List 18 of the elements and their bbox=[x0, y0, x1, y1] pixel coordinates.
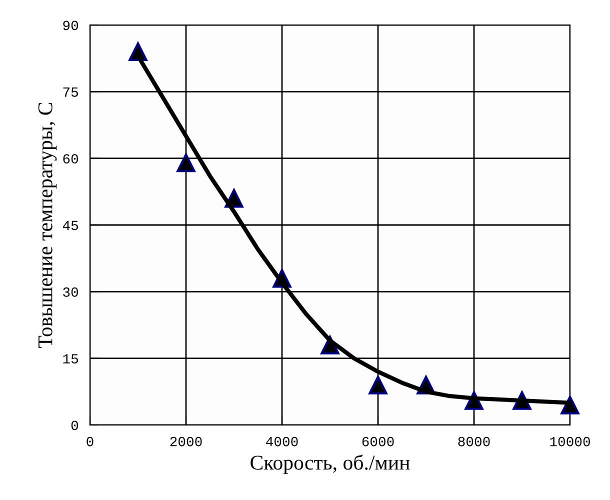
y-tick-label: 75 bbox=[63, 88, 78, 97]
y-tick-label: 0 bbox=[71, 420, 78, 430]
x-tick-label: 6000 bbox=[362, 436, 394, 446]
y-axis-title: Товышение температуры, С bbox=[38, 102, 57, 348]
x-axis-title: Скорость, об./мин bbox=[250, 454, 410, 474]
x-tick-label: 8000 bbox=[458, 436, 490, 446]
x-tick-label: 4000 bbox=[266, 436, 298, 446]
y-tick-label: 30 bbox=[63, 287, 78, 297]
y-tick-label: 45 bbox=[62, 220, 78, 230]
y-tick-label: 90 bbox=[63, 20, 78, 30]
x-tick-label: 0 bbox=[86, 436, 94, 446]
x-tick-label: 10000 bbox=[550, 436, 590, 446]
y-tick-label: 60 bbox=[63, 154, 78, 164]
x-tick-label: 2000 bbox=[170, 436, 202, 446]
point bbox=[176, 153, 196, 172]
point bbox=[368, 376, 388, 394]
y-tick-label: 15 bbox=[63, 354, 78, 364]
point bbox=[560, 396, 580, 414]
